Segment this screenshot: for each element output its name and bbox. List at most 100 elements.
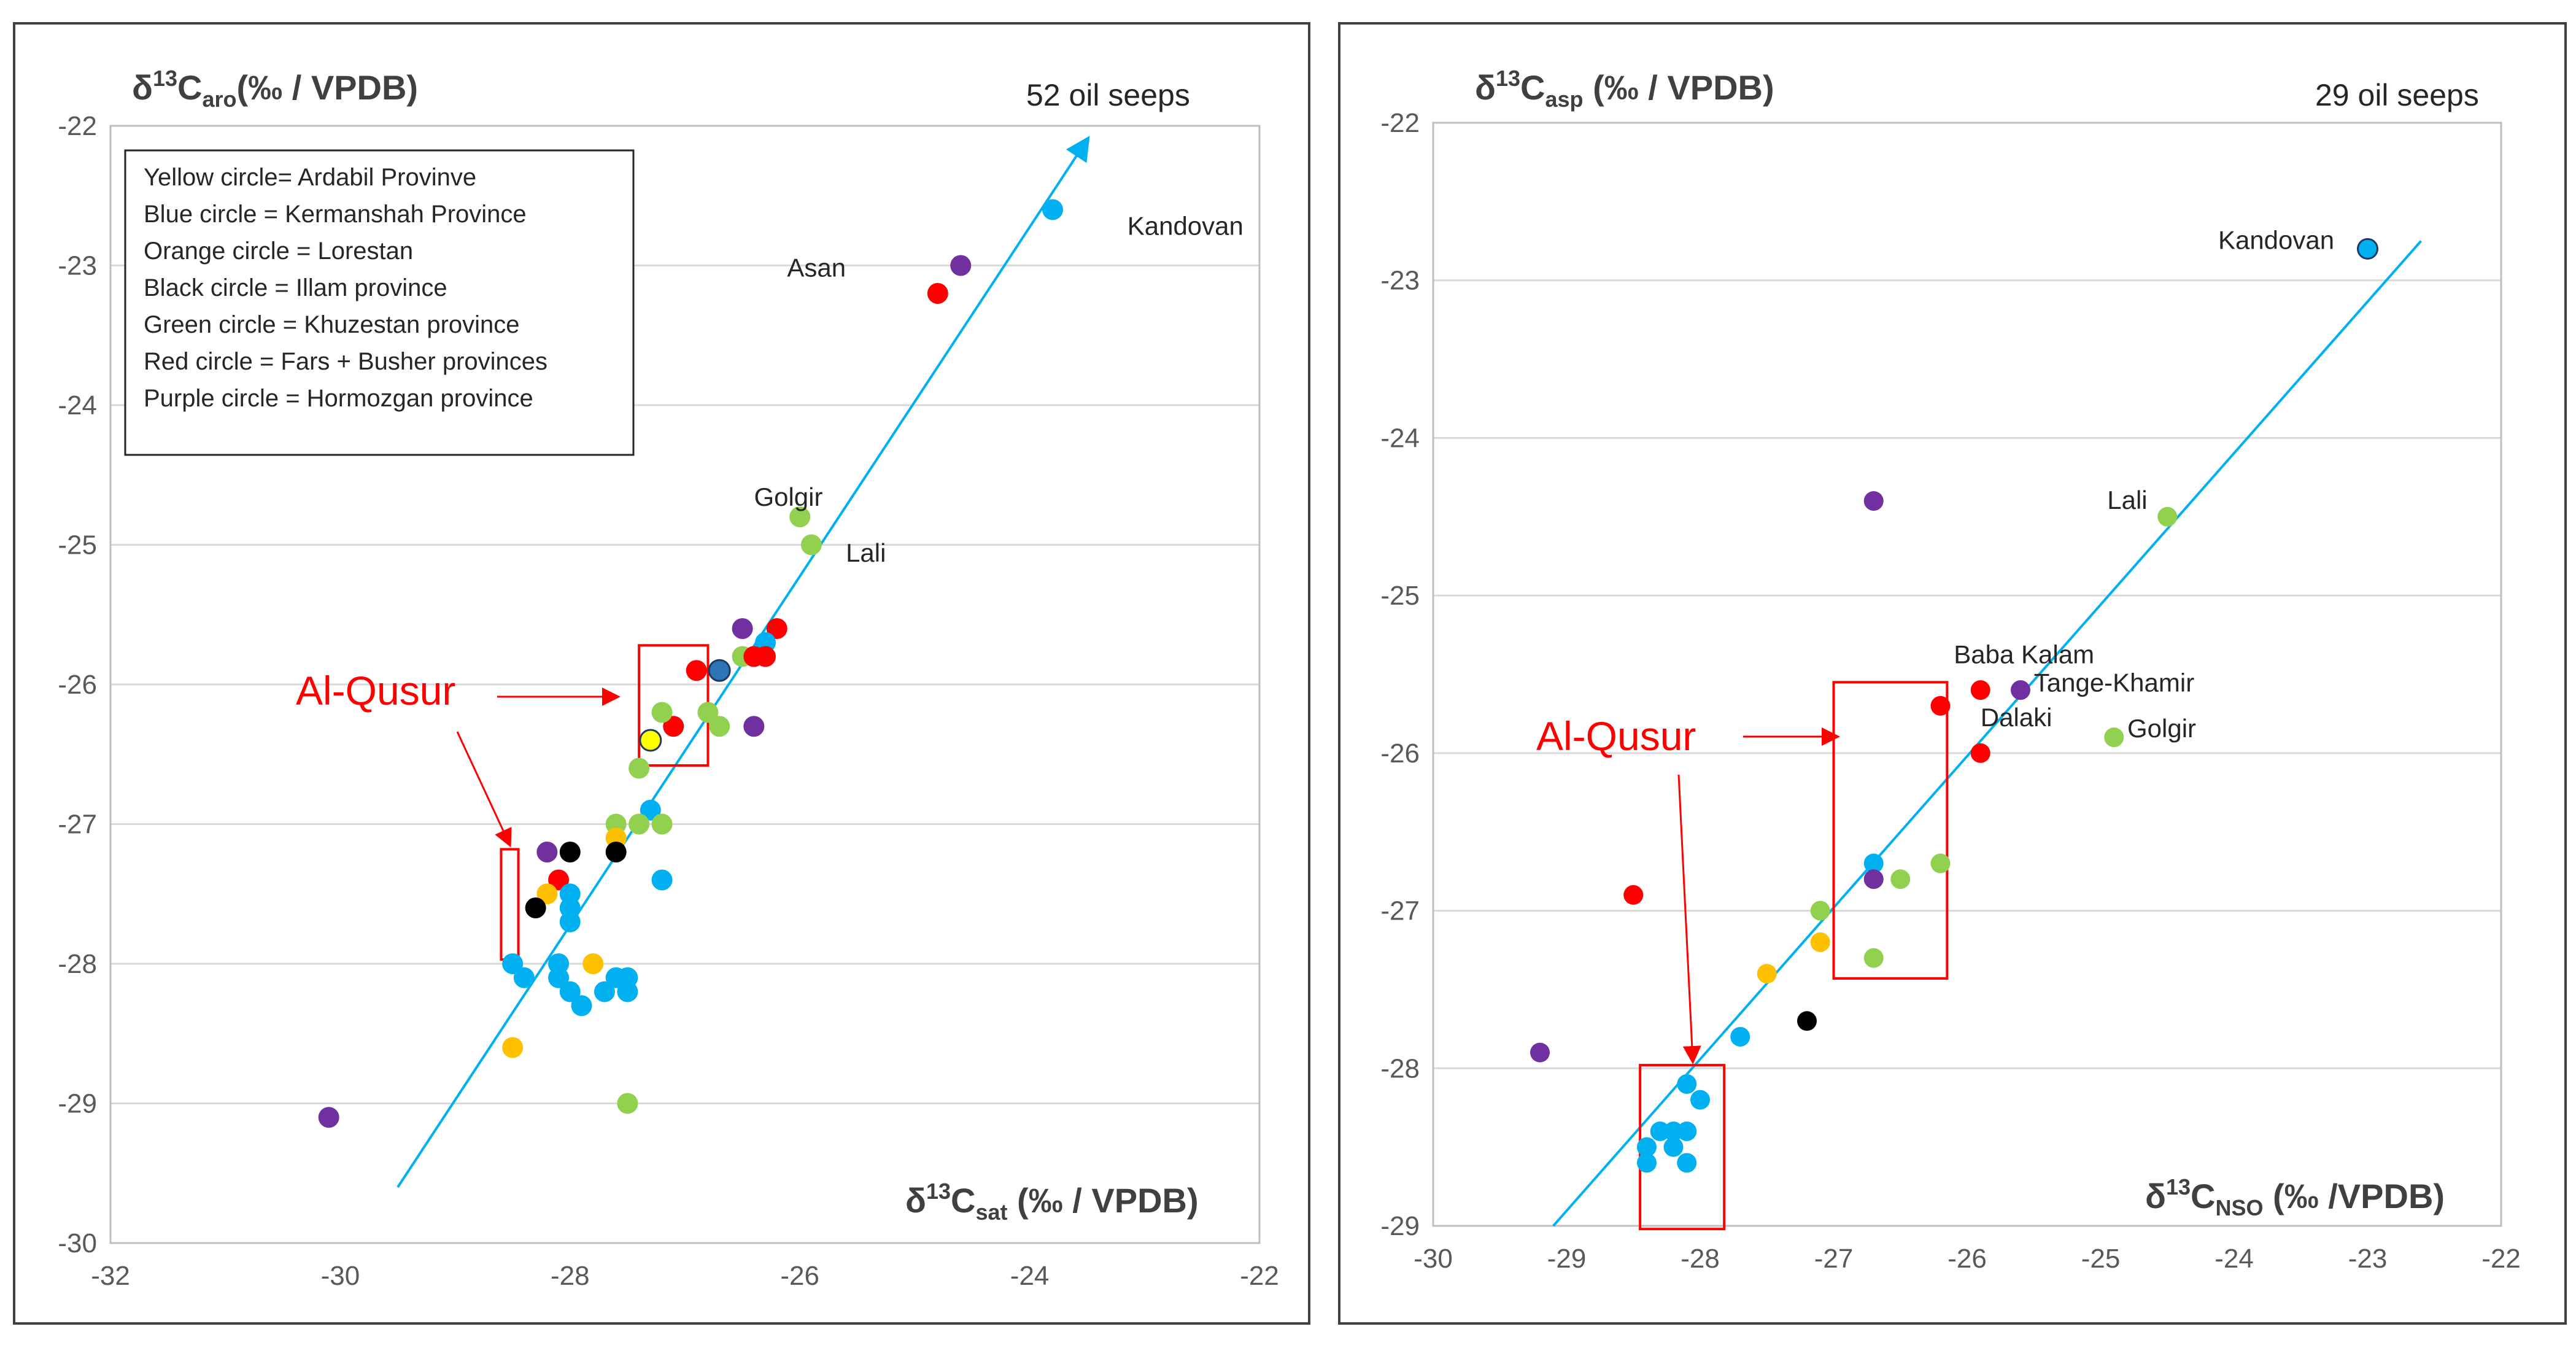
data-point-illam [1797, 1011, 1817, 1031]
x-tick-label: -26 [780, 1261, 819, 1291]
x-tick-label: -22 [1240, 1261, 1279, 1291]
data-point-khuzestan [2157, 506, 2178, 527]
data-point-kermanshah [1690, 1090, 1710, 1110]
data-point-kermanshah [1663, 1137, 1684, 1157]
data-point-hormozgan [732, 618, 753, 639]
right-chart-x-axis-title: δ13CNSO (‰ /VPDB) [2145, 1174, 2445, 1220]
data-point-khuzestan [1810, 901, 1830, 921]
y-tick-label: -25 [1380, 581, 1420, 611]
y-tick-label: -29 [58, 1089, 97, 1119]
right-panel-frame [1338, 22, 2567, 1325]
y-tick-label: -23 [58, 251, 97, 281]
x-tick-label: -22 [2481, 1244, 2521, 1274]
data-point-fars_busher [927, 283, 948, 304]
legend-entry-illam: Black circle = Illam province [144, 274, 447, 301]
data-point-fars_busher [755, 646, 776, 667]
data-point-kermanshah [559, 911, 581, 932]
data-point-kermanshah [1730, 1026, 1750, 1047]
left-chart-legend: Yellow circle= Ardabil Provinve Blue cir… [124, 149, 635, 456]
x-tick-label: -24 [1010, 1261, 1050, 1291]
point-label: Tange-Khamir [2034, 668, 2194, 697]
right-chart-y-ticks: -22 -23 -24 -25 -26 -27 -28 -29 [1380, 108, 1420, 1241]
legend-entry-fars-busher: Red circle = Fars + Busher provinces [144, 348, 547, 375]
point-label: Golgir [2127, 714, 2196, 743]
right-chart-annotation: Al-Qusur [1536, 713, 1696, 759]
data-point-kermanshah [1637, 1137, 1657, 1157]
left-chart-y-axis-title: δ13Caro(‰ / VPDB) [132, 66, 418, 112]
left-chart-plot-area [109, 125, 1261, 1244]
data-point-fars_busher [686, 660, 707, 681]
legend-entry-kermanshah: Blue circle = Kermanshah Province [144, 201, 527, 228]
right-chart-count-label: 29 oil seeps [2315, 78, 2479, 112]
data-point-kermanshah [1042, 199, 1064, 220]
x-tick-label: -28 [551, 1261, 590, 1291]
x-tick-label: -30 [1414, 1244, 1453, 1274]
x-tick-label: -30 [321, 1261, 360, 1291]
data-point-fars_busher [1970, 743, 1990, 763]
data-point-fars_busher [663, 716, 684, 737]
data-point-hormozgan [743, 716, 765, 737]
data-point-kermanshah [571, 995, 592, 1017]
point-label: Dalaki [1981, 703, 2052, 732]
x-tick-label: -32 [91, 1261, 130, 1291]
data-point-fars_busher [1970, 680, 1990, 700]
data-point-kermanshah [1677, 1153, 1697, 1173]
y-tick-label: -29 [1380, 1211, 1420, 1241]
data-point-lorestan [536, 883, 558, 905]
x-tick-label: -28 [1681, 1244, 1720, 1274]
point-label: Lali [2107, 486, 2147, 514]
point-label: Baba Kalam [1954, 640, 2094, 669]
data-point-illam [525, 897, 546, 918]
x-tick-label: -25 [2081, 1244, 2121, 1274]
data-point-khuzestan [651, 813, 673, 835]
y-tick-label: -26 [58, 670, 97, 700]
y-tick-label: -24 [1380, 423, 1420, 453]
data-point-lorestan [502, 1037, 524, 1058]
y-tick-label: -23 [1380, 266, 1420, 296]
data-point-kermanshah [513, 967, 535, 988]
data-point-lorestan [582, 953, 604, 974]
data-point-fars_busher [548, 869, 570, 891]
point-label: Kandovan [1127, 211, 1244, 240]
y-tick-label: -26 [1380, 738, 1420, 769]
data-point-kermanshah [594, 981, 615, 1002]
data-point-kermanshah [559, 981, 581, 1002]
data-point-fars_busher [1623, 885, 1644, 905]
legend-entry-lorestan: Orange circle = Lorestan [144, 238, 413, 265]
y-tick-label: -25 [58, 530, 97, 560]
right-chart-y-axis-title: δ13Casp (‰ / VPDB) [1475, 66, 1774, 112]
data-point-kermanshah [1677, 1121, 1697, 1141]
data-point-hormozgan [536, 842, 558, 862]
data-point-hormozgan [2011, 680, 2030, 700]
data-point-khuzestan [697, 702, 719, 723]
data-point-khuzestan [629, 757, 650, 779]
data-point-ardabil [639, 729, 662, 752]
legend-entry-khuzestan: Green circle = Khuzestan province [144, 311, 520, 338]
data-point-hormozgan [1863, 491, 1884, 511]
legend-entry-ardabil: Yellow circle= Ardabil Provinve [144, 164, 476, 191]
left-chart-x-ticks: -32 -30 -28 -26 -24 -22 [91, 1261, 1279, 1291]
data-point-lorestan [1810, 932, 1830, 952]
data-point-illam [559, 842, 581, 862]
data-point-khuzestan [1890, 869, 1911, 889]
left-chart-x-axis-title: δ13Csat (‰ / VPDB) [905, 1179, 1199, 1225]
point-label: Asan [787, 254, 846, 282]
y-tick-label: -30 [58, 1228, 97, 1258]
x-tick-label: -24 [2214, 1244, 2254, 1274]
x-tick-label: -27 [1814, 1244, 1854, 1274]
right-chart-x-ticks: -30 -29 -28 -27 -26 -25 -24 -23 -22 [1414, 1244, 2521, 1274]
left-chart-y-ticks: -22 -23 -24 -25 -26 -27 -28 -29 -30 [58, 111, 97, 1258]
data-point-hormozgan [950, 255, 972, 276]
y-tick-label: -27 [58, 810, 97, 840]
data-point-khuzestan [1863, 948, 1884, 968]
al-qusur-box [1832, 681, 1949, 980]
x-tick-label: -26 [1947, 1244, 1987, 1274]
left-chart-points [318, 199, 1064, 1128]
y-tick-label: -27 [1380, 896, 1420, 926]
data-point-kermanshah [1637, 1153, 1657, 1173]
left-chart-count-label: 52 oil seeps [1026, 78, 1190, 112]
left-chart-legend-box [124, 149, 635, 456]
